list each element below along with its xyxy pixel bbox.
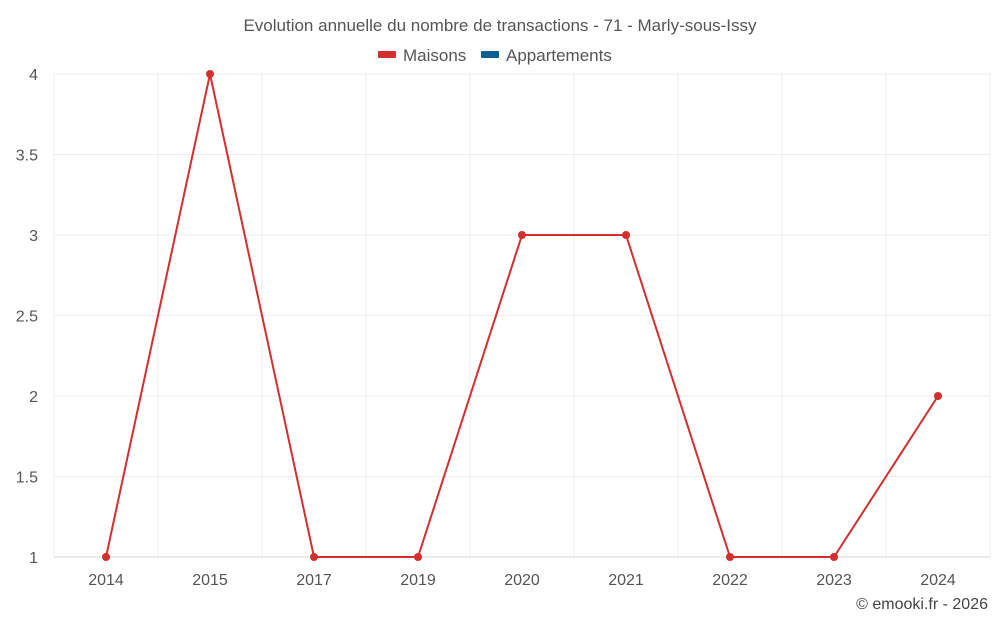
x-tick-label: 2023 [816, 572, 852, 589]
data-point[interactable] [622, 231, 630, 239]
x-grid [53, 74, 991, 557]
legend-label-maisons: Maisons [403, 46, 466, 65]
legend-item-maisons[interactable]: Maisons [378, 46, 466, 65]
y-tick-label: 4 [29, 67, 38, 84]
legend-label-appartements: Appartements [506, 46, 612, 65]
series-layer [102, 70, 942, 561]
x-tick-label: 2024 [920, 572, 956, 589]
legend-item-appartements[interactable]: Appartements [481, 46, 612, 65]
data-point[interactable] [518, 231, 526, 239]
y-tick-label: 3.5 [16, 148, 38, 165]
data-point[interactable] [726, 553, 734, 561]
data-point[interactable] [206, 70, 214, 78]
y-tick-label: 3 [29, 228, 38, 245]
x-axis-ticks: 2014 2015 2017 2019 2020 2021 2022 2023 2024 [88, 572, 956, 589]
x-tick-label: 2017 [296, 572, 332, 589]
data-point[interactable] [934, 392, 942, 400]
y-tick-label: 2.5 [16, 309, 38, 326]
y-tick-label: 2 [29, 389, 38, 406]
data-point[interactable] [310, 553, 318, 561]
x-tick-label: 2019 [400, 572, 436, 589]
legend-swatch-appartements [481, 51, 499, 58]
x-tick-label: 2015 [192, 572, 228, 589]
y-tick-label: 1.5 [16, 470, 38, 487]
x-tick-label: 2021 [608, 572, 644, 589]
chart-title: Evolution annuelle du nombre de transact… [243, 16, 757, 35]
credit-text: © emooki.fr - 2026 [856, 596, 988, 613]
x-tick-label: 2022 [712, 572, 748, 589]
data-point[interactable] [414, 553, 422, 561]
legend: Maisons Appartements [378, 46, 612, 65]
data-point[interactable] [102, 553, 110, 561]
x-tick-label: 2014 [88, 572, 124, 589]
data-point[interactable] [830, 553, 838, 561]
legend-swatch-maisons [378, 51, 396, 58]
y-tick-label: 1 [29, 550, 38, 567]
x-tick-label: 2020 [504, 572, 540, 589]
y-axis-ticks: 1 1.5 2 2.5 3 3.5 4 [16, 67, 38, 567]
